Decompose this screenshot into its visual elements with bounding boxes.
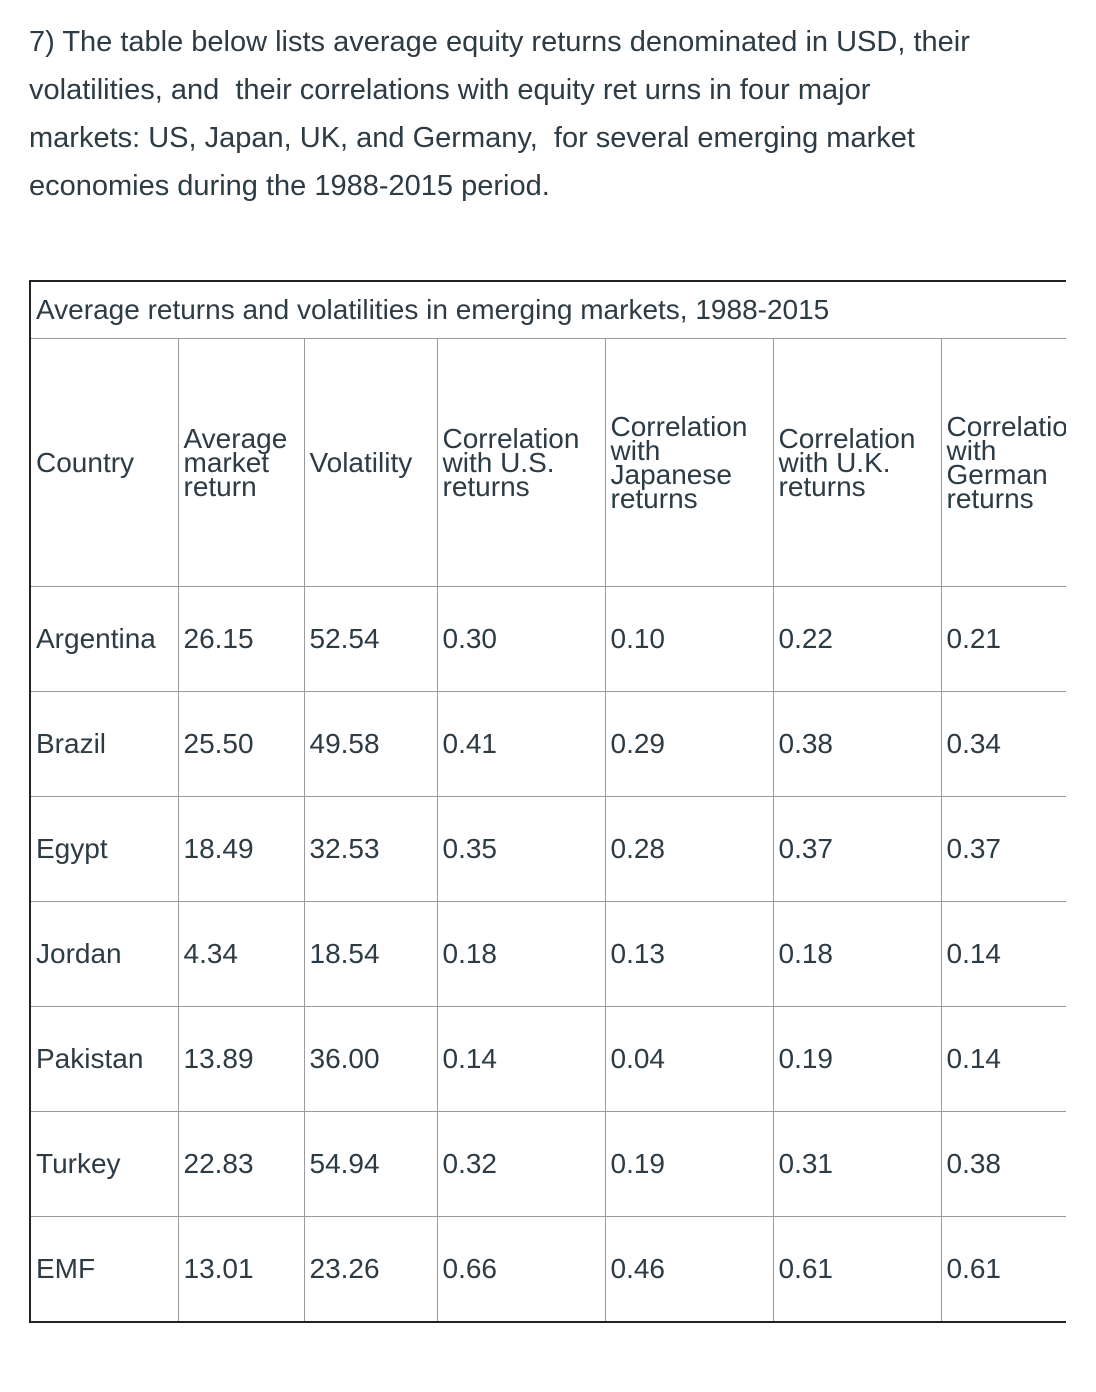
value-cell: 0.22 (772, 586, 942, 692)
country-cell: Egypt (29, 796, 179, 902)
value-cell: 0.46 (604, 1216, 774, 1323)
question-line: 7) The table below lists average equity … (29, 26, 970, 58)
question-line: volatilities, and their correlations wit… (29, 74, 871, 106)
value-cell: 0.19 (772, 1006, 942, 1112)
value-cell: 4.34 (177, 901, 305, 1007)
table-caption: Average returns and volatilities in emer… (29, 280, 1066, 339)
value-cell: 32.53 (303, 796, 438, 902)
value-cell: 0.31 (772, 1111, 942, 1217)
value-cell: 23.26 (303, 1216, 438, 1323)
country-cell: EMF (29, 1216, 179, 1323)
value-cell: 0.13 (604, 901, 774, 1007)
value-cell: 26.15 (177, 586, 305, 692)
data-row: Jordan 4.34 18.54 0.18 0.13 0.18 0.14 (29, 901, 1066, 1007)
value-cell: 0.61 (772, 1216, 942, 1323)
header-cell: Volatility (303, 338, 438, 587)
data-row: Brazil 25.50 49.58 0.41 0.29 0.38 0.34 (29, 691, 1066, 797)
header-cell: Average market return (177, 338, 305, 587)
data-row: Pakistan 13.89 36.00 0.14 0.04 0.19 0.14 (29, 1006, 1066, 1112)
value-cell: 0.21 (940, 586, 1066, 692)
value-cell: 0.34 (940, 691, 1066, 797)
value-cell: 0.66 (436, 1216, 606, 1323)
value-cell: 0.38 (940, 1111, 1066, 1217)
country-cell: Jordan (29, 901, 179, 1007)
value-cell: 0.61 (940, 1216, 1066, 1323)
value-cell: 54.94 (303, 1111, 438, 1217)
value-cell: 13.01 (177, 1216, 305, 1323)
header-cell: Correlation with U.K. returns (772, 338, 942, 587)
value-cell: 0.35 (436, 796, 606, 902)
value-cell: 0.10 (604, 586, 774, 692)
value-cell: 22.83 (177, 1111, 305, 1217)
country-cell: Brazil (29, 691, 179, 797)
value-cell: 0.37 (940, 796, 1066, 902)
caption-row: Average returns and volatilities in emer… (29, 280, 1066, 339)
value-cell: 0.19 (604, 1111, 774, 1217)
value-cell: 0.41 (436, 691, 606, 797)
value-cell: 18.54 (303, 901, 438, 1007)
value-cell: 25.50 (177, 691, 305, 797)
table-wrap: Average returns and volatilities in emer… (29, 280, 1066, 1323)
value-cell: 0.29 (604, 691, 774, 797)
header-cell: Country (29, 338, 179, 587)
value-cell: 52.54 (303, 586, 438, 692)
data-row: Argentina 26.15 52.54 0.30 0.10 0.22 0.21 (29, 586, 1066, 692)
data-row: EMF 13.01 23.26 0.66 0.46 0.61 0.61 (29, 1216, 1066, 1323)
value-cell: 0.18 (436, 901, 606, 1007)
data-row: Egypt 18.49 32.53 0.35 0.28 0.37 0.37 (29, 796, 1066, 902)
header-cell: Correlation with German returns (940, 338, 1066, 587)
value-cell: 13.89 (177, 1006, 305, 1112)
value-cell: 36.00 (303, 1006, 438, 1112)
country-cell: Argentina (29, 586, 179, 692)
value-cell: 0.37 (772, 796, 942, 902)
value-cell: 0.18 (772, 901, 942, 1007)
value-cell: 0.32 (436, 1111, 606, 1217)
header-cell: Correlation with Japanese returns (604, 338, 774, 587)
question-line: markets: US, Japan, UK, and Germany, for… (29, 122, 915, 154)
value-cell: 0.38 (772, 691, 942, 797)
table: Average returns and volatilities in emer… (29, 280, 1066, 1323)
data-row: Turkey 22.83 54.94 0.32 0.19 0.31 0.38 (29, 1111, 1066, 1217)
value-cell: 49.58 (303, 691, 438, 797)
value-cell: 0.28 (604, 796, 774, 902)
country-cell: Turkey (29, 1111, 179, 1217)
value-cell: 18.49 (177, 796, 305, 902)
header-cell: Correlation with U.S. returns (436, 338, 606, 587)
header-row: Country Average market return Volatility Co… (29, 338, 1066, 587)
value-cell: 0.14 (940, 1006, 1066, 1112)
value-cell: 0.30 (436, 586, 606, 692)
value-cell: 0.14 (940, 901, 1066, 1007)
country-cell: Pakistan (29, 1006, 179, 1112)
question: 7) The table below lists average equity … (29, 18, 1079, 210)
value-cell: 0.04 (604, 1006, 774, 1112)
question-line: economies during the 1988-2015 period. (29, 170, 550, 202)
value-cell: 0.14 (436, 1006, 606, 1112)
